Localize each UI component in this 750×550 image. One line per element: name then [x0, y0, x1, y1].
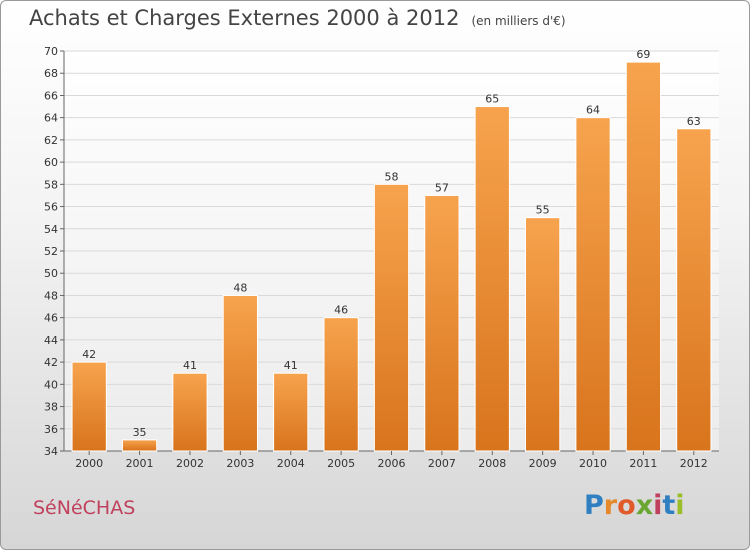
data-label: 55	[536, 204, 550, 217]
data-label: 35	[133, 426, 147, 439]
y-tick-label: 62	[44, 134, 58, 147]
y-tick-label: 50	[44, 267, 58, 280]
data-label: 41	[284, 359, 298, 372]
y-tick-label: 36	[44, 423, 58, 436]
data-label: 42	[82, 348, 96, 361]
x-tick-label: 2010	[579, 457, 607, 470]
x-tick-label: 2012	[680, 457, 708, 470]
bar	[474, 106, 510, 452]
data-label: 48	[233, 281, 247, 294]
logo-letter: i	[675, 490, 685, 521]
y-tick-label: 52	[44, 245, 58, 258]
bar	[525, 217, 561, 452]
x-tick-label: 2007	[428, 457, 456, 470]
y-tick-label: 70	[44, 45, 58, 58]
logo-letter: P	[584, 490, 604, 521]
y-tick-label: 56	[44, 201, 58, 214]
data-label: 57	[435, 181, 449, 194]
y-tick-label: 48	[44, 289, 58, 302]
data-label: 69	[636, 48, 650, 61]
bar	[71, 361, 107, 452]
bar	[273, 372, 309, 452]
y-tick-label: 34	[44, 445, 58, 458]
x-tick-label: 2008	[478, 457, 506, 470]
x-tick-label: 2004	[277, 457, 305, 470]
bar	[424, 194, 460, 452]
x-tick-label: 2000	[75, 457, 103, 470]
data-label: 64	[586, 104, 600, 117]
y-tick-label: 40	[44, 378, 58, 391]
logo-letter: i	[653, 490, 663, 521]
chart-title: Achats et Charges Externes 2000 à 2012 (e…	[29, 6, 566, 30]
bar	[373, 183, 410, 452]
bar	[676, 128, 712, 452]
y-tick-label: 64	[44, 112, 58, 125]
bar	[121, 439, 158, 452]
chart-subtitle: (en milliers d'€)	[471, 14, 566, 28]
x-tick-label: 2009	[529, 457, 557, 470]
bar	[172, 372, 208, 452]
chart-title-text: Achats et Charges Externes 2000 à 2012	[29, 6, 460, 30]
y-tick-label: 54	[44, 223, 58, 236]
logo-letter: t	[662, 490, 676, 521]
y-tick-label: 38	[44, 401, 58, 414]
proxiti-logo: Proxiti	[584, 490, 685, 521]
x-tick-label: 2006	[378, 457, 406, 470]
y-tick-label: 42	[44, 356, 58, 369]
y-tick-label: 66	[44, 89, 58, 102]
data-label: 65	[485, 93, 499, 106]
bar	[575, 117, 611, 452]
y-tick-label: 60	[44, 156, 58, 169]
logo-letter: x	[635, 490, 654, 521]
bar	[625, 61, 662, 452]
bar	[222, 294, 258, 452]
x-tick-label: 2001	[126, 457, 154, 470]
y-tick-label: 44	[44, 334, 58, 347]
x-tick-label: 2002	[176, 457, 204, 470]
logo-letter: o	[617, 490, 636, 521]
data-label: 41	[183, 359, 197, 372]
y-tick-label: 46	[44, 312, 58, 325]
y-tick-label: 58	[44, 178, 58, 191]
data-label: 58	[385, 170, 399, 183]
x-tick-label: 2005	[327, 457, 355, 470]
x-tick-label: 2011	[629, 457, 657, 470]
data-label: 46	[334, 304, 348, 317]
data-label: 63	[687, 115, 701, 128]
logo-letter: r	[603, 490, 618, 521]
y-tick-label: 68	[44, 67, 58, 80]
x-tick-label: 2003	[226, 457, 254, 470]
commune-name: SéNéCHAS	[33, 497, 136, 519]
bar	[323, 317, 359, 452]
